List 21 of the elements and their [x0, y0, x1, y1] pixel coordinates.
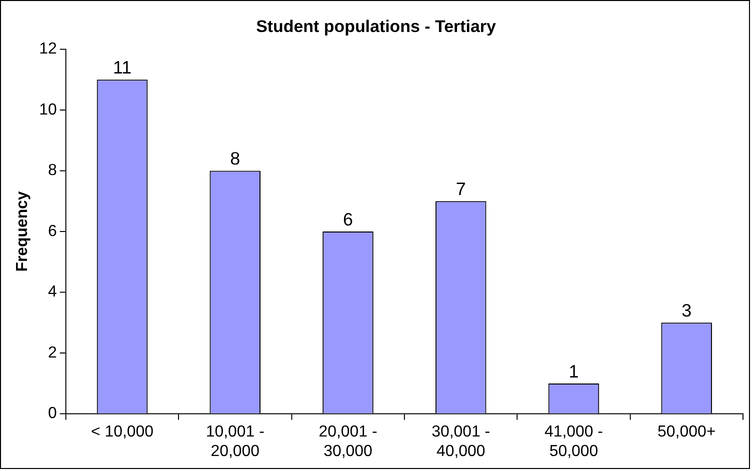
y-tick-label: 0 — [48, 405, 57, 422]
y-tick-label: 4 — [48, 284, 57, 301]
y-axis-title: Frequency — [14, 191, 31, 272]
data-label: 3 — [682, 300, 692, 321]
data-label: 8 — [230, 148, 240, 169]
x-tick-label: 10,001 - 20,000 — [206, 424, 264, 460]
y-tick-label: 8 — [48, 162, 57, 180]
data-label: 1 — [568, 361, 579, 382]
x-tick-label: 41,000 - 50,000 — [544, 424, 603, 460]
x-tick-label: 50,000+ — [658, 424, 716, 441]
data-label: 7 — [456, 179, 466, 200]
x-tick-label: < 10,000 — [90, 424, 154, 441]
x-tick-label: 30,001 - 40,000 — [432, 424, 490, 460]
y-tick-label: 10 — [39, 101, 57, 118]
y-tick-label: 6 — [48, 222, 57, 240]
data-label: 11 — [112, 58, 132, 78]
x-tick-label: 20,001 - 30,000 — [318, 424, 378, 460]
chart-title: Student populations - Tertiary — [256, 16, 496, 36]
y-tick-label: 2 — [48, 344, 57, 362]
data-label: 6 — [343, 210, 354, 230]
y-tick-label: 12 — [39, 40, 57, 58]
